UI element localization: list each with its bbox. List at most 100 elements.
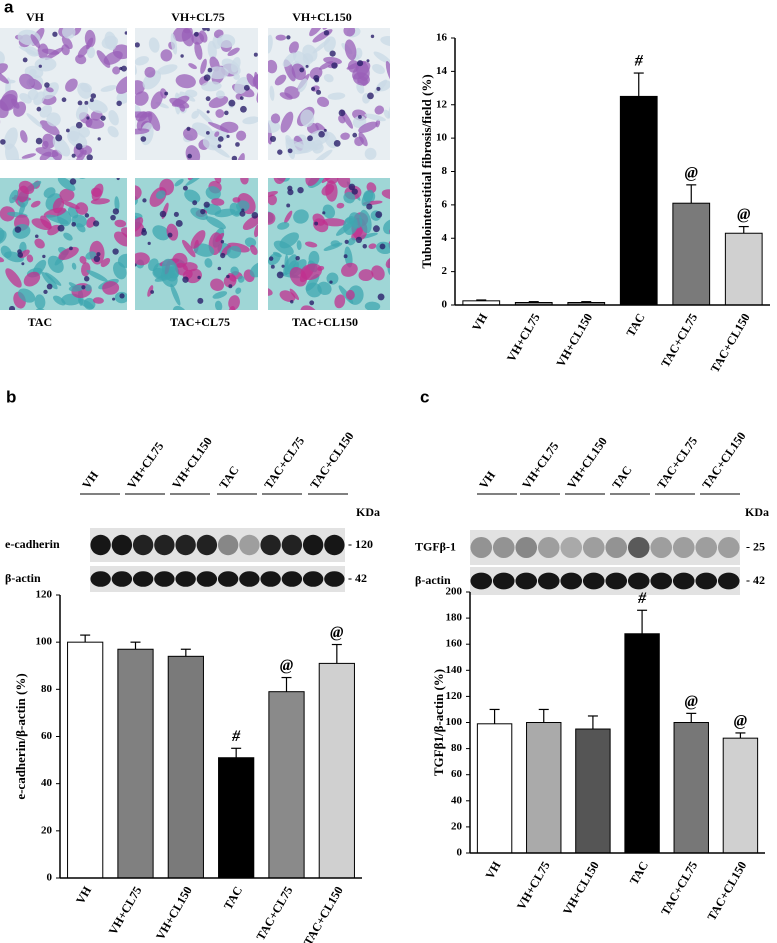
- tissue-texture: [147, 285, 154, 297]
- x-tick-label: TAC+CL75: [658, 311, 700, 370]
- tissue-texture: [235, 287, 242, 294]
- tissue-texture: [268, 194, 277, 206]
- tissue-texture: [185, 178, 206, 186]
- tissue-texture: [100, 257, 111, 268]
- tissue-texture: [170, 33, 178, 55]
- blot-band: [560, 537, 583, 558]
- nucleus: [235, 142, 240, 147]
- nucleus: [276, 271, 284, 279]
- tissue-texture: [391, 186, 404, 209]
- protein-label: e-cadherin: [5, 537, 60, 551]
- nucleus: [338, 109, 346, 117]
- tissue-texture: [334, 294, 346, 309]
- tissue-texture: [297, 78, 308, 93]
- y-tick-label: 0: [47, 872, 53, 884]
- tissue-texture: [268, 252, 281, 266]
- nucleus: [370, 34, 375, 39]
- y-tick-label: 14: [436, 65, 448, 77]
- y-tick-label: 120: [446, 690, 463, 702]
- tissue-texture: [317, 96, 330, 107]
- blot-band: [132, 534, 154, 556]
- tissue-texture: [210, 278, 225, 292]
- y-axis-label: TGFβ1/β-actin (%): [431, 669, 446, 776]
- tissue-texture: [135, 185, 142, 201]
- tissue-texture: [53, 295, 66, 306]
- tissue-texture: [42, 133, 56, 149]
- nucleus: [367, 92, 374, 100]
- nucleus: [93, 255, 101, 263]
- tissue-texture: [147, 111, 161, 131]
- nucleus: [241, 208, 245, 212]
- histology-image: [135, 178, 258, 310]
- tissue-texture: [338, 115, 346, 124]
- nucleus: [150, 290, 155, 294]
- tissue-texture: [300, 109, 315, 128]
- nucleus: [89, 98, 94, 103]
- nucleus: [309, 300, 315, 306]
- tissue-texture: [25, 46, 39, 57]
- blot-band: [302, 534, 324, 556]
- tissue-texture: [175, 262, 189, 276]
- tissue-texture: [275, 34, 287, 41]
- nucleus: [329, 280, 333, 284]
- tissue-texture: [157, 64, 178, 75]
- nucleus: [0, 139, 6, 145]
- nucleus: [164, 91, 169, 96]
- x-tick-label: TAC: [221, 884, 245, 912]
- nucleus: [239, 210, 246, 217]
- tissue-texture: [172, 28, 193, 42]
- tissue-texture: [17, 288, 36, 303]
- lane-label: TAC+CL75: [654, 434, 700, 491]
- blot-band: [537, 537, 560, 558]
- nucleus: [112, 248, 119, 255]
- blot-band: [132, 571, 154, 587]
- bar: [476, 723, 513, 854]
- tissue-texture: [368, 243, 377, 249]
- blot-band: [260, 534, 281, 556]
- lane-label: VH: [476, 468, 498, 491]
- tissue-texture: [194, 41, 203, 60]
- tissue-texture: [227, 47, 240, 57]
- nucleus: [159, 210, 167, 218]
- nucleus: [314, 77, 320, 83]
- tissue-texture: [273, 178, 287, 184]
- blot-band: [154, 571, 175, 587]
- tissue-texture: [305, 282, 322, 298]
- nucleus: [299, 67, 305, 73]
- nucleus: [100, 115, 106, 121]
- blot-band: [695, 537, 718, 558]
- tissue-texture: [270, 113, 281, 124]
- tissue-texture: [96, 50, 111, 68]
- nucleus: [286, 35, 291, 40]
- nucleus: [268, 256, 274, 261]
- nucleus: [220, 239, 225, 244]
- bar: [673, 722, 709, 854]
- tissue-texture: [26, 113, 43, 128]
- nucleus: [207, 67, 213, 73]
- tissue-texture: [312, 39, 331, 54]
- y-tick-label: 8: [442, 165, 448, 177]
- nucleus: [77, 100, 83, 106]
- nucleus: [331, 62, 338, 69]
- tissue-texture: [127, 81, 134, 89]
- nucleus: [135, 42, 140, 48]
- nucleus: [57, 224, 65, 232]
- tissue-texture: [268, 59, 278, 74]
- tissue-texture: [242, 116, 258, 125]
- tissue-texture: [305, 178, 322, 186]
- nucleus: [362, 244, 367, 249]
- tissue-texture: [86, 46, 96, 59]
- weight-label: - 120: [348, 537, 373, 551]
- nucleus: [305, 64, 309, 68]
- x-tick-label: VH+CL75: [106, 884, 145, 937]
- weight-label: - 25: [746, 539, 765, 553]
- tissue-texture: [289, 267, 307, 287]
- lane-label: TAC+CL150: [307, 429, 356, 491]
- tissue-texture: [41, 271, 58, 290]
- nucleus: [202, 28, 207, 31]
- tissue-texture: [323, 73, 334, 83]
- nucleus: [121, 65, 127, 72]
- tissue-texture: [344, 246, 353, 268]
- tissue-texture: [48, 155, 66, 160]
